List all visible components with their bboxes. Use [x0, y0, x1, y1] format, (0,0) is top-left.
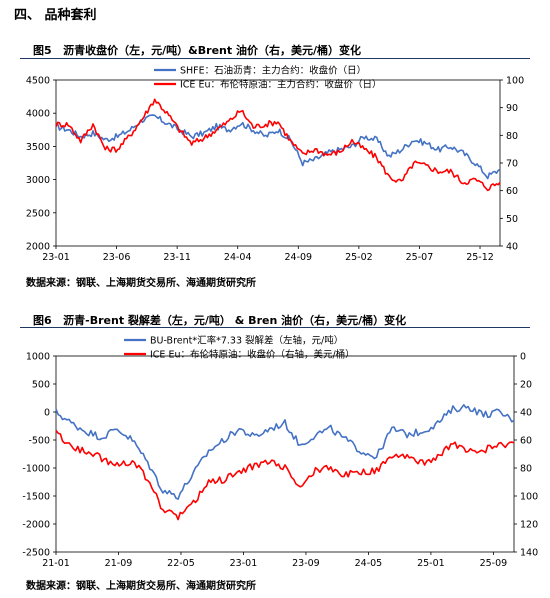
left-axis-tick-label: 3000 — [26, 175, 50, 186]
x-axis-tick-label: 22-05 — [167, 558, 195, 569]
x-axis-tick-label: 23-09 — [292, 558, 320, 569]
plot-frame — [55, 79, 501, 247]
figure-5-title-text: 沥青收盘价（左，元/吨）&Brent 油价（右，美元/桶）变化 — [63, 44, 361, 57]
x-axis-tick-label: 24-09 — [284, 252, 312, 263]
right-axis-tick-label: 140 — [520, 548, 538, 559]
figure-6-source: 数据来源：钢联、上海期货交易所、海通期货研究所 — [26, 581, 256, 592]
series-line-2 — [55, 98, 501, 192]
right-axis-tick-label: 0 — [520, 352, 526, 363]
right-axis-tick-label: 60 — [506, 186, 518, 197]
figure-5-source: 数据来源：钢联、上海期货交易所、海通期货研究所 — [26, 278, 256, 289]
left-axis-tick-label: -2500 — [22, 548, 50, 559]
figure-6-title: 图6 沥青-Brent 裂解差（左，元/吨） & Bren 油价（右，美元/桶）… — [33, 312, 406, 328]
x-axis-tick-label: 25-12 — [466, 252, 494, 263]
plot-frame — [55, 355, 515, 553]
x-axis-tick-label: 23-06 — [103, 252, 131, 263]
left-axis-tick-label: -2000 — [22, 520, 50, 531]
x-axis-tick-label: 21-09 — [105, 558, 133, 569]
figure-6-chart: -2500 -2000 -1500 -1000 -500 0 500 1000 0 20 40 60 8… — [22, 335, 538, 570]
x-axis-tick-label: 24-05 — [355, 558, 383, 569]
x-axis-tick-label: 23-01 — [42, 252, 70, 263]
right-axis-tick-label: 90 — [506, 103, 518, 114]
legend-label-1: SHFE：石油沥青：主力合约：收盘价（日） — [180, 65, 366, 77]
right-axis-tick-label: 120 — [520, 520, 538, 531]
right-axis-tick-label: 60 — [520, 436, 532, 447]
figure-6-rule — [20, 327, 530, 328]
left-axis-tick-label: 3500 — [26, 142, 50, 153]
figure-6-label: 图6 — [33, 314, 52, 327]
right-axis-tick-label: 100 — [506, 76, 524, 87]
x-axis-tick-label: 25-07 — [406, 252, 434, 263]
legend-label-2: ICE Eu：布伦特原油：主力合约：收盘价（日） — [180, 79, 381, 91]
left-axis-tick-label: 0 — [44, 408, 50, 419]
series-line-1 — [55, 404, 515, 500]
left-axis-tick-label: -500 — [28, 436, 50, 447]
figure-5-label: 图5 — [33, 44, 52, 57]
figure-5-chart: 2000 2500 3000 3500 4000 4500 40 50 60 70 80 90 100 2… — [26, 65, 524, 264]
left-axis-tick-label: 4000 — [26, 109, 50, 120]
x-axis-tick-label: 23-11 — [163, 252, 191, 263]
left-axis-tick-label: 2500 — [26, 208, 50, 219]
x-axis-tick-label: 21-01 — [42, 558, 70, 569]
right-axis-tick-label: 70 — [506, 159, 518, 170]
x-axis-tick-label: 24-04 — [224, 252, 252, 263]
right-axis-tick-label: 50 — [506, 214, 518, 225]
right-axis-tick-label: 40 — [506, 242, 518, 253]
section-title: 四、 品种套利 — [14, 8, 97, 23]
left-axis-tick-label: -1000 — [22, 464, 50, 475]
figure-6-title-text: 沥青-Brent 裂解差（左，元/吨） & Bren 油价（右，美元/桶）变化 — [63, 314, 407, 327]
left-axis-tick-label: 500 — [32, 380, 50, 391]
series-line-2 — [55, 430, 515, 521]
left-axis-tick-label: -1500 — [22, 492, 50, 503]
legend-label-1: BU-Brent*汇率*7.33 裂解差（左轴，元/吨） — [150, 335, 343, 347]
left-axis-tick-label: 2000 — [26, 242, 50, 253]
right-axis-tick-label: 40 — [520, 408, 532, 419]
right-axis-tick-label: 80 — [520, 464, 532, 475]
figure-5-title: 图5 沥青收盘价（左，元/吨）&Brent 油价（右，美元/桶）变化 — [33, 42, 361, 58]
x-axis-tick-label: 25-09 — [480, 558, 508, 569]
legend-label-2: ICE Eu：布伦特原油：收盘价（右轴，美元/桶） — [150, 349, 355, 361]
x-axis-tick-label: 25-02 — [345, 252, 373, 263]
right-axis-tick-label: 20 — [520, 380, 532, 391]
series-line-1 — [55, 114, 501, 180]
x-axis-tick-label: 25-01 — [417, 558, 445, 569]
x-axis-tick-label: 23-01 — [230, 558, 258, 569]
right-axis-tick-label: 100 — [520, 492, 538, 503]
left-axis-tick-label: 4500 — [26, 76, 50, 87]
figure-5-rule — [20, 58, 530, 59]
left-axis-tick-label: 1000 — [26, 352, 50, 363]
right-axis-tick-label: 80 — [506, 131, 518, 142]
